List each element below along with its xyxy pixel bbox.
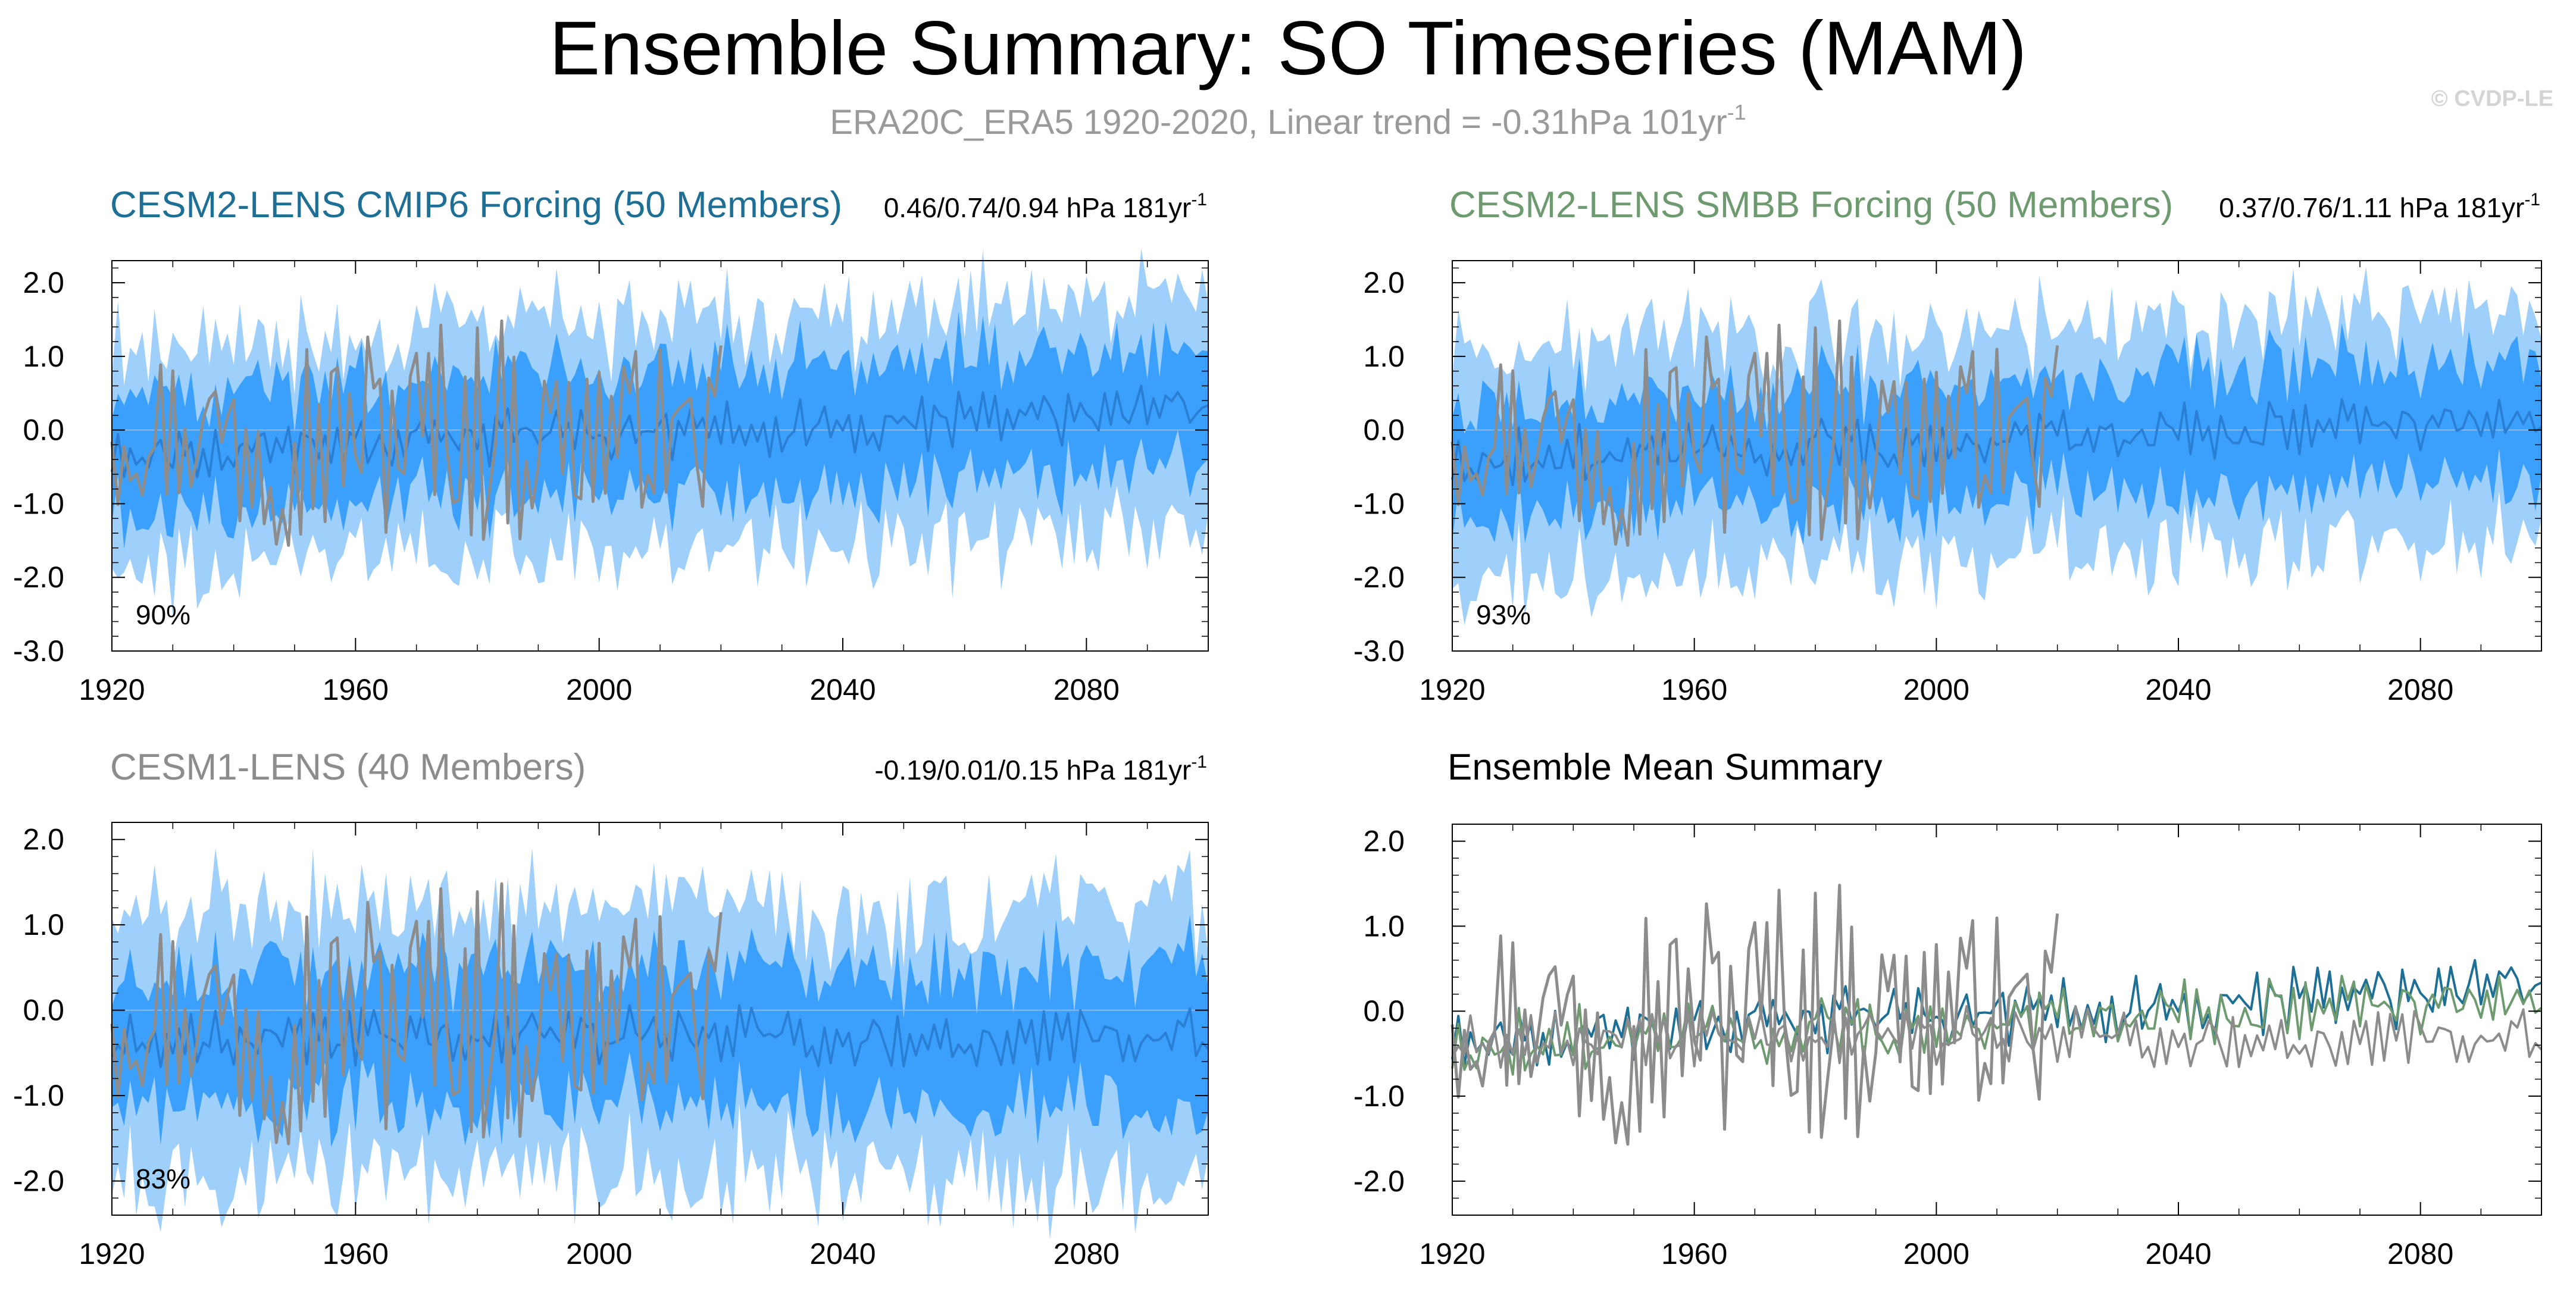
x-tick-label: 2080 bbox=[2387, 673, 2453, 706]
x-tick-label: 1960 bbox=[323, 1237, 389, 1270]
panel-3: CESM1-LENS (40 Members) -0.19/0.01/0.15 h… bbox=[13, 747, 1209, 1270]
subtitle: ERA20C_ERA5 1920-2020, Linear trend = -0… bbox=[830, 100, 1746, 142]
observed-line bbox=[110, 882, 723, 1146]
panel-title: CESM2-LENS CMIP6 Forcing (50 Members) bbox=[110, 184, 842, 226]
y-tick-label: -2.0 bbox=[13, 561, 64, 594]
x-tick-label: 2040 bbox=[2145, 673, 2211, 706]
x-tick-label: 1920 bbox=[79, 673, 145, 706]
subtitle-text: ERA20C_ERA5 1920-2020, Linear trend = -0… bbox=[830, 103, 1727, 142]
observed-line bbox=[1450, 884, 2059, 1146]
mean-line-3 bbox=[1451, 1004, 2543, 1069]
panel-2: CESM2-LENS SMBB Forcing (50 Members) 0.37… bbox=[1353, 184, 2543, 706]
panel-1: CESM2-LENS CMIP6 Forcing (50 Members) 0.4… bbox=[13, 184, 1209, 706]
y-tick-label: 2.0 bbox=[1363, 266, 1405, 299]
x-tick-label: 2000 bbox=[566, 1237, 632, 1270]
y-tick-label: -1.0 bbox=[1353, 487, 1405, 520]
panel-stat-superscript: -1 bbox=[2524, 190, 2540, 209]
x-tick-label: 1960 bbox=[1661, 673, 1727, 706]
y-tick-label: -2.0 bbox=[1353, 561, 1405, 594]
x-tick-label: 2000 bbox=[566, 673, 632, 706]
y-tick-label: 0.0 bbox=[1363, 414, 1405, 447]
mean-line-1 bbox=[1451, 959, 2542, 1067]
panel-title: CESM1-LENS (40 Members) bbox=[110, 747, 586, 788]
panel-title: CESM2-LENS SMBB Forcing (50 Members) bbox=[1449, 184, 2173, 226]
band-25-75 bbox=[1452, 323, 2541, 546]
percent-label: 93% bbox=[1476, 599, 1531, 630]
x-tick-label: 1960 bbox=[1661, 1237, 1727, 1270]
y-tick-label: 2.0 bbox=[23, 823, 64, 856]
panel-stat-superscript: -1 bbox=[1191, 752, 1207, 772]
y-tick-label: 0.0 bbox=[1363, 994, 1405, 1028]
y-tick-label: 0.0 bbox=[23, 414, 64, 447]
y-tick-label: 0.0 bbox=[23, 994, 64, 1027]
y-tick-label: -1.0 bbox=[13, 1079, 64, 1112]
x-tick-label: 2080 bbox=[2387, 1237, 2453, 1270]
x-tick-label: 1920 bbox=[79, 1237, 145, 1270]
x-tick-label: 2000 bbox=[1903, 673, 1969, 706]
x-tick-label: 1920 bbox=[1419, 673, 1485, 706]
x-tick-label: 1960 bbox=[323, 673, 389, 706]
panel-stat-text: -0.19/0.01/0.15 hPa 181yr bbox=[874, 755, 1191, 785]
y-tick-label: -1.0 bbox=[13, 487, 64, 520]
x-tick-label: 2040 bbox=[809, 1237, 876, 1270]
x-tick-label: 2000 bbox=[1903, 1237, 1969, 1270]
y-tick-label: 2.0 bbox=[1363, 825, 1405, 858]
y-tick-label: -2.0 bbox=[13, 1165, 64, 1198]
panel-stat-text: 0.46/0.74/0.94 hPa 181yr bbox=[884, 192, 1192, 223]
x-tick-label: 2080 bbox=[1053, 1237, 1120, 1270]
x-tick-label: 1920 bbox=[1419, 1237, 1485, 1270]
subtitle-superscript: -1 bbox=[1727, 100, 1746, 124]
panel-title: Ensemble Mean Summary bbox=[1448, 747, 1883, 788]
x-tick-label: 2040 bbox=[809, 673, 876, 706]
y-tick-label: 1.0 bbox=[23, 340, 64, 373]
y-tick-label: 1.0 bbox=[1363, 909, 1405, 943]
observed-line bbox=[110, 319, 723, 547]
y-tick-label: -3.0 bbox=[13, 634, 64, 668]
panels-layer: CESM2-LENS CMIP6 Forcing (50 Members) 0.4… bbox=[13, 184, 2543, 1270]
observed-line bbox=[1450, 319, 2059, 547]
x-tick-label: 2080 bbox=[1053, 673, 1120, 706]
watermark: © CVDP-LE bbox=[2431, 86, 2553, 111]
y-tick-label: -1.0 bbox=[1353, 1079, 1405, 1113]
y-tick-label: 1.0 bbox=[23, 908, 64, 941]
panel-stat-superscript: -1 bbox=[1191, 190, 1207, 209]
main-title: Ensemble Summary: SO Timeseries (MAM) bbox=[549, 6, 2027, 91]
y-tick-label: -3.0 bbox=[1353, 634, 1405, 668]
panel-4: Ensemble Mean Summary 2.0 1.0 0.0 -1.0 -2.0 19… bbox=[1353, 747, 2543, 1270]
x-tick-label: 2040 bbox=[2145, 1237, 2211, 1270]
percent-label: 83% bbox=[136, 1163, 190, 1194]
y-tick-label: 1.0 bbox=[1363, 340, 1405, 373]
panel-stat-text: 0.37/0.76/1.11 hPa 181yr bbox=[2219, 192, 2524, 223]
panel-stat: -0.19/0.01/0.15 hPa 181yr-1 bbox=[874, 752, 1207, 785]
y-tick-label: 2.0 bbox=[23, 266, 64, 299]
ensemble-mean-line bbox=[111, 384, 1209, 478]
percent-label: 90% bbox=[136, 599, 190, 630]
y-tick-label: -2.0 bbox=[1353, 1165, 1405, 1198]
panel-stat: 0.46/0.74/0.94 hPa 181yr-1 bbox=[884, 190, 1207, 223]
panel-stat: 0.37/0.76/1.11 hPa 181yr-1 bbox=[2219, 190, 2540, 223]
